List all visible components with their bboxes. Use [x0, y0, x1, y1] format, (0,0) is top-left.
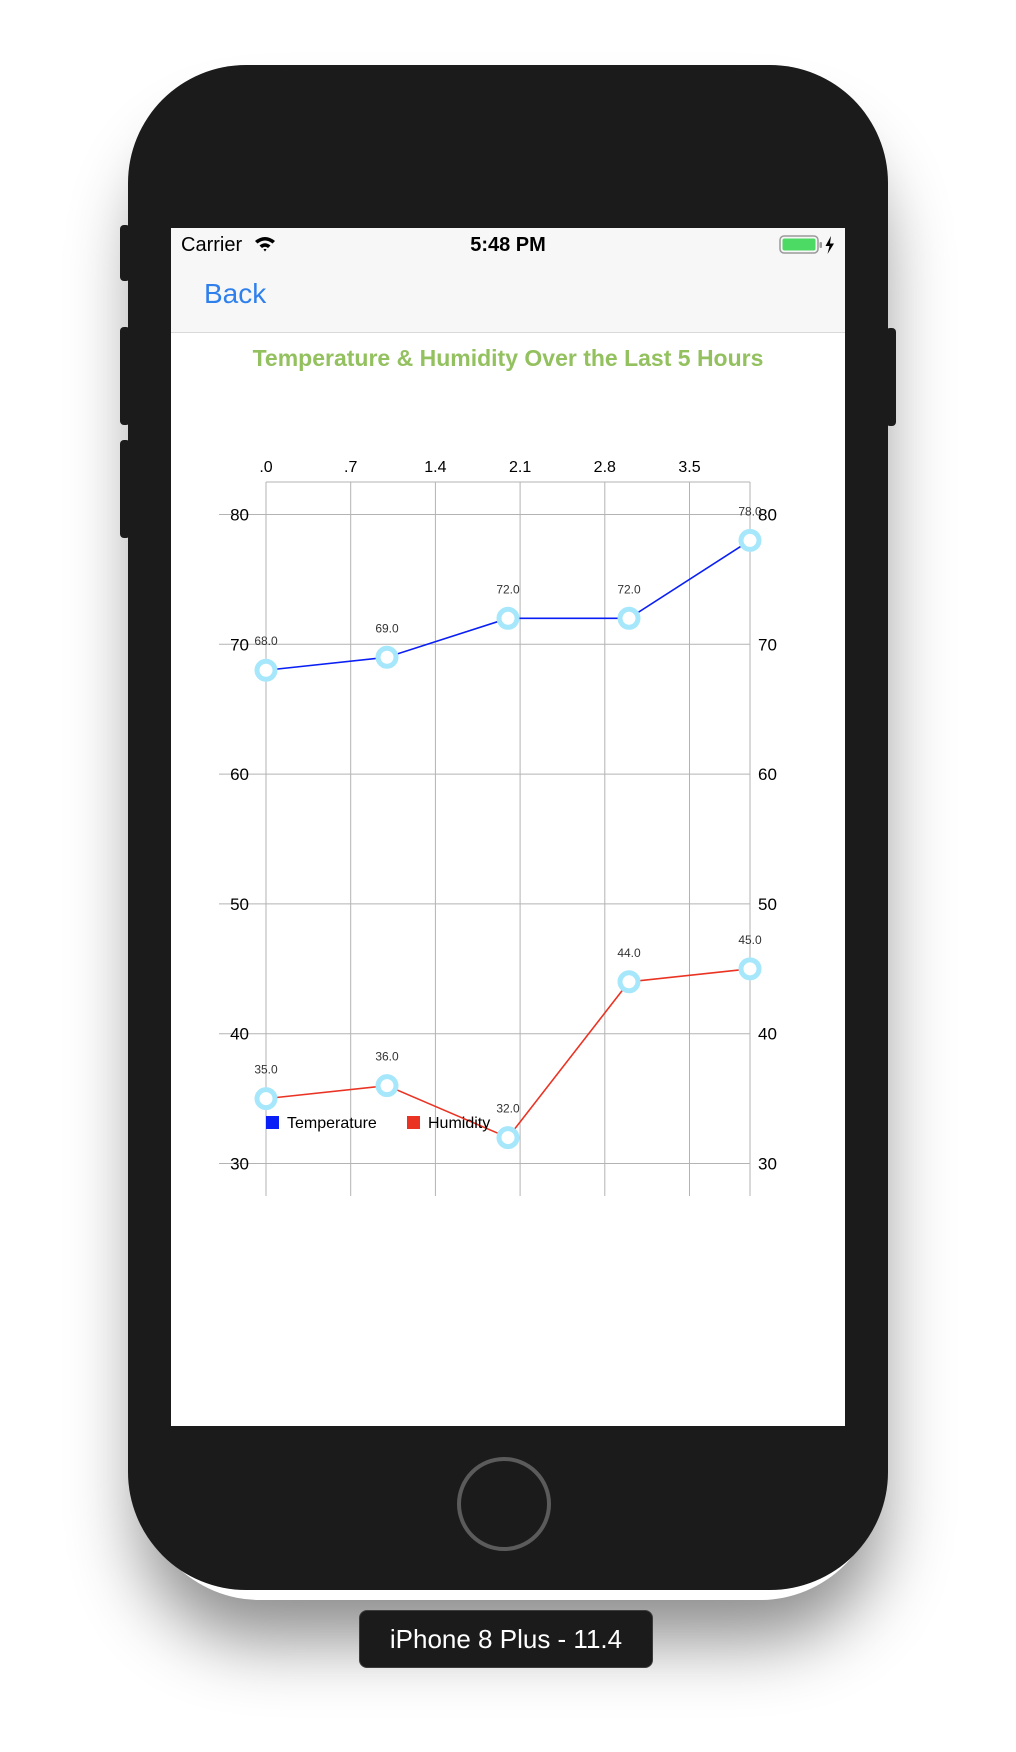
data-point-marker — [496, 1126, 520, 1150]
navigation-bar: Carrier 5:48 PM Back — [171, 228, 845, 333]
right-axis-tick-label: 30 — [758, 1155, 777, 1174]
top-axis-tick-label: 2.1 — [509, 459, 531, 476]
right-axis-tick-label: 40 — [758, 1025, 777, 1044]
top-axis-tick-label: .0 — [259, 459, 272, 476]
left-axis-tick-label: 50 — [230, 895, 249, 914]
data-point-marker — [738, 528, 762, 552]
data-point-marker — [375, 645, 399, 669]
data-point-label: 69.0 — [375, 621, 399, 635]
legend-swatch-humidity — [407, 1116, 420, 1129]
device-label: iPhone 8 Plus - 11.4 — [359, 1610, 653, 1668]
temperature-humidity-chart: .0 .7 1.4 2.1 2.8 3.5 30 30 40 40 50 50 60 60 70 70 80 80… — [219, 459, 777, 1196]
status-time: 5:48 PM — [470, 234, 546, 256]
wifi-icon — [253, 234, 277, 259]
data-point-marker — [254, 658, 278, 682]
data-point-label: 68.0 — [254, 634, 278, 648]
mute-switch — [120, 225, 130, 281]
left-axis-tick-label: 40 — [230, 1025, 249, 1044]
left-axis-tick-label: 70 — [230, 635, 249, 654]
home-button[interactable] — [457, 1457, 551, 1551]
data-point-label: 72.0 — [617, 582, 641, 596]
data-point-marker — [496, 606, 520, 630]
data-point-label: 72.0 — [496, 582, 520, 596]
top-axis-tick-label: 1.4 — [424, 459, 446, 476]
volume-down-button — [120, 440, 130, 538]
legend-label: Temperature — [287, 1115, 377, 1132]
volume-up-button — [120, 327, 130, 425]
data-point-marker — [254, 1087, 278, 1111]
data-point-label: 36.0 — [375, 1050, 399, 1064]
right-axis-tick-label: 70 — [758, 635, 777, 654]
carrier-label: Carrier — [181, 234, 243, 256]
data-point-label: 32.0 — [496, 1102, 520, 1116]
power-button — [886, 328, 896, 426]
left-axis-tick-label: 80 — [230, 505, 249, 524]
top-axis-tick-label: .7 — [344, 459, 357, 476]
left-axis-tick-label: 30 — [230, 1155, 249, 1174]
back-button[interactable]: Back — [204, 278, 267, 309]
top-axis-tick-label: 3.5 — [678, 459, 700, 476]
data-point-marker — [375, 1074, 399, 1098]
data-point-label: 35.0 — [254, 1063, 278, 1077]
series-line-temperature — [265, 539, 751, 672]
top-axis-tick-label: 2.8 — [594, 459, 616, 476]
phone-screen: Carrier 5:48 PM Back Temperature & Hu — [171, 228, 845, 1426]
chart-title: Temperature & Humidity Over the Last 5 H… — [252, 345, 764, 371]
data-point-label: 78.0 — [738, 504, 762, 518]
data-point-label: 44.0 — [617, 946, 641, 960]
battery-icon — [779, 234, 839, 261]
data-point-marker — [617, 970, 641, 994]
data-point-marker — [617, 606, 641, 630]
left-axis-tick-label: 60 — [230, 765, 249, 784]
right-axis-tick-label: 80 — [758, 505, 777, 524]
data-point-label: 45.0 — [738, 933, 762, 947]
right-axis-tick-label: 50 — [758, 895, 777, 914]
legend-swatch-temperature — [266, 1116, 279, 1129]
legend-label: Humidity — [428, 1115, 490, 1132]
data-point-marker — [738, 957, 762, 981]
right-axis-tick-label: 60 — [758, 765, 777, 784]
